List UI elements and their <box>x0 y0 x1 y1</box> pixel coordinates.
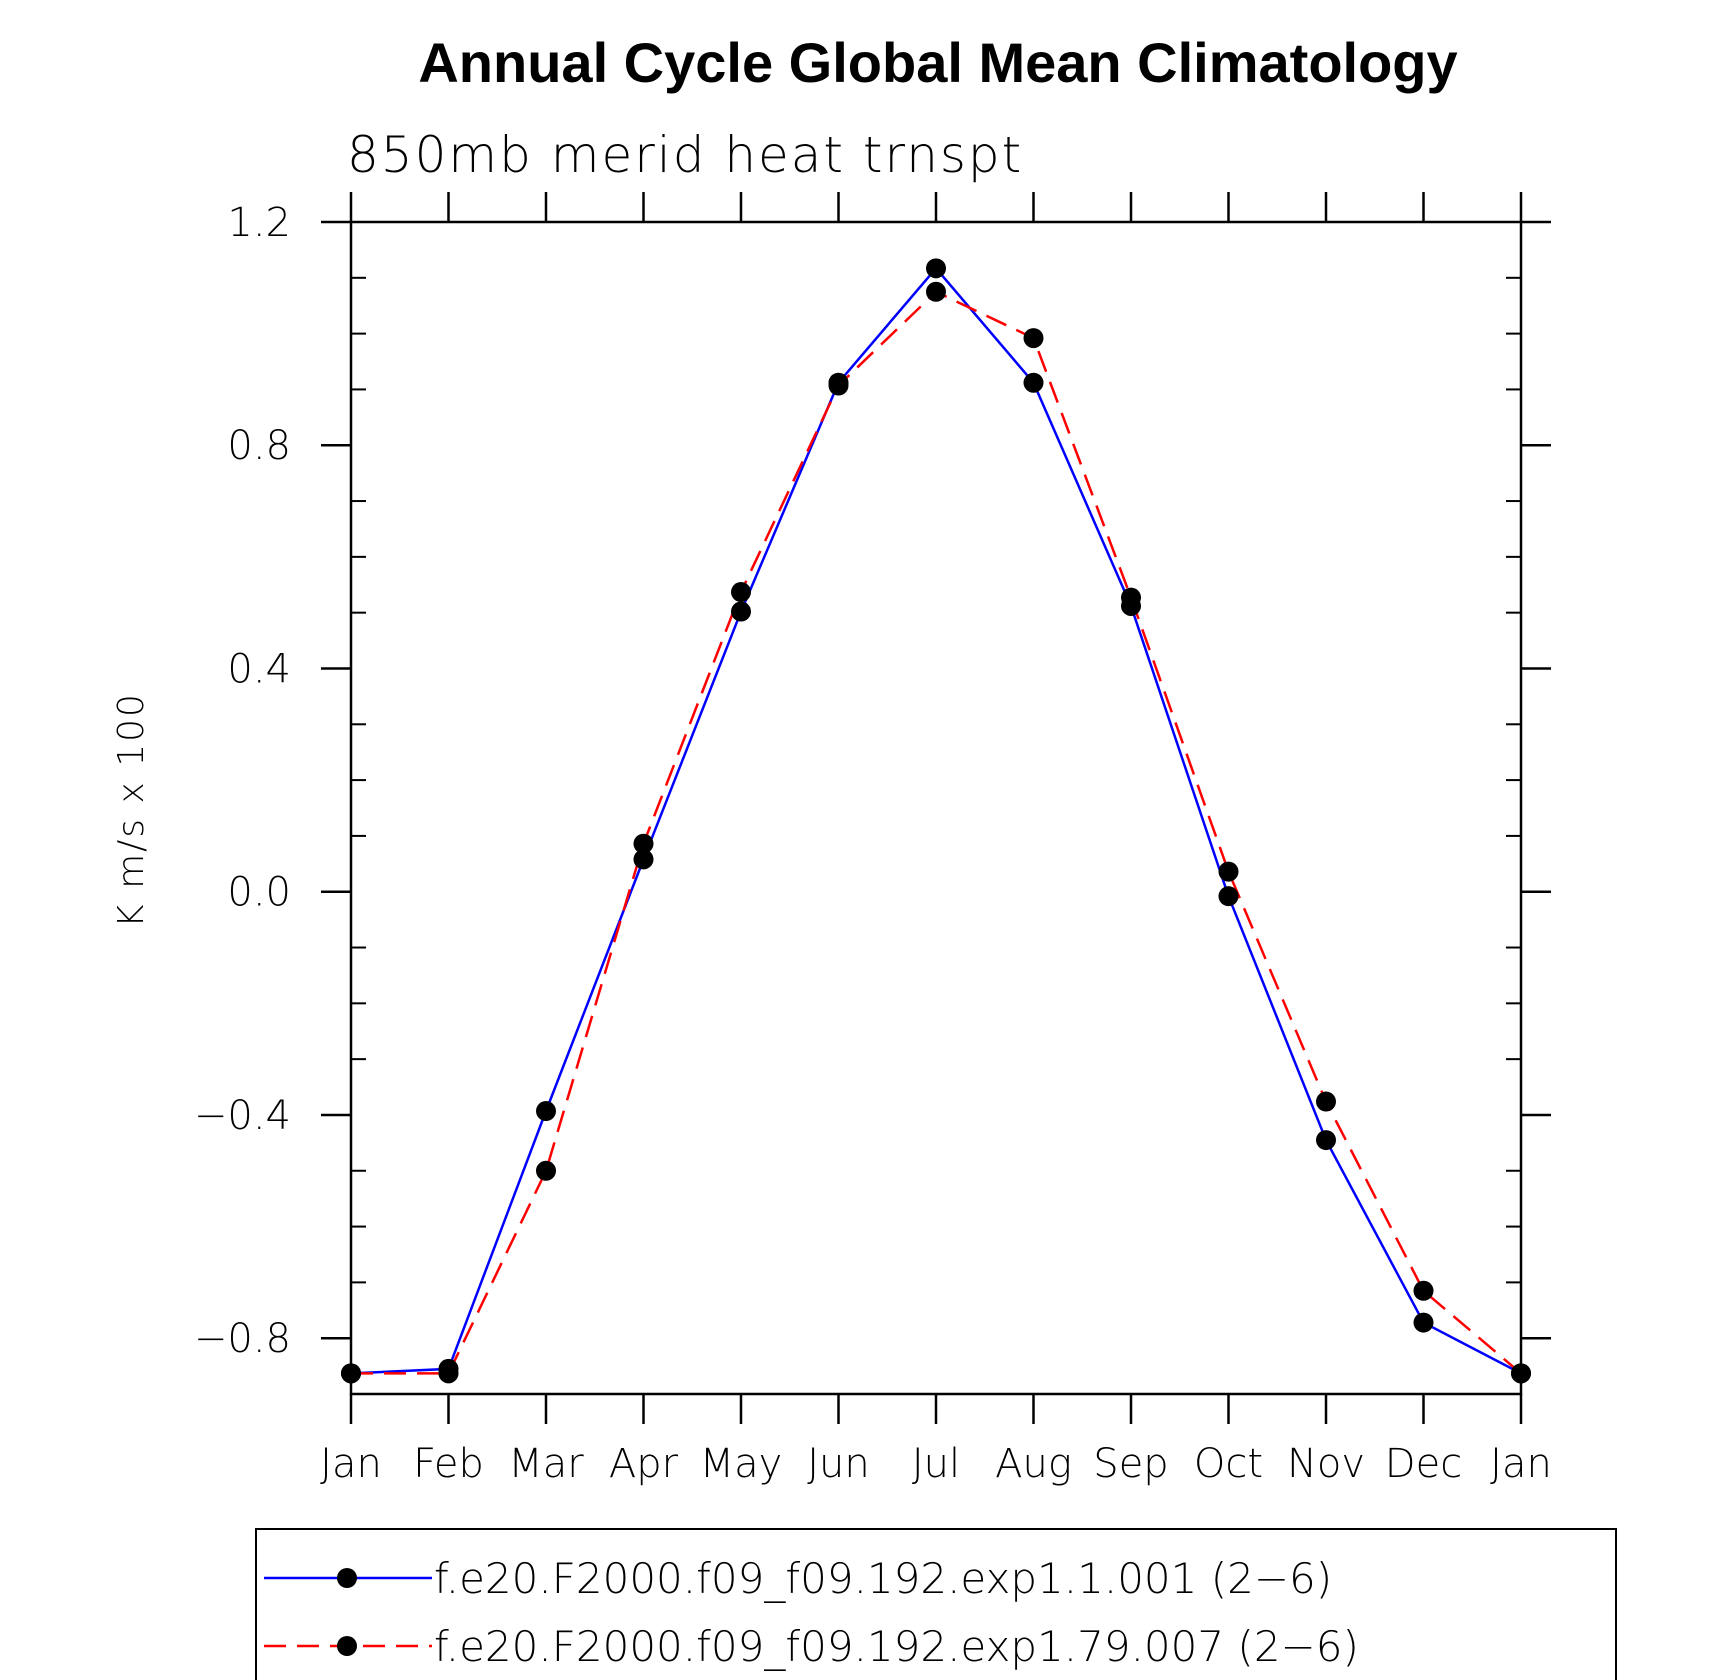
series-2-point <box>438 1363 459 1384</box>
series-2-point <box>731 582 751 603</box>
axes: Jan Feb Mar Apr May Jun Jul Aug Sep Oct Nov Dec Jan 1… <box>194 192 1552 1487</box>
x-tick-label: Jul <box>912 1441 960 1487</box>
x-tick-label: Dec <box>1385 1441 1462 1487</box>
series-1-point <box>926 258 946 279</box>
series-2-point <box>633 833 654 854</box>
series-2-point <box>1511 1363 1531 1384</box>
y-tick-label: −0.8 <box>194 1316 291 1362</box>
x-tick-label: Jan <box>320 1441 382 1487</box>
y-tick-label: 1.2 <box>227 200 291 246</box>
series-line-2 <box>351 290 1522 1375</box>
x-tick-label: Nov <box>1287 1441 1365 1487</box>
plot-frame <box>349 220 1523 1396</box>
y-tick-label: 0.8 <box>227 423 291 469</box>
x-tick-label: Aug <box>995 1441 1072 1487</box>
x-tick-label: Feb <box>413 1441 484 1487</box>
y-axis-label: K m/s x 100 <box>111 692 152 928</box>
legend-marker-2 <box>337 1636 357 1656</box>
x-tick-label: Jun <box>807 1441 870 1487</box>
legend-marker-1 <box>337 1568 357 1588</box>
x-tick-label: Apr <box>609 1441 679 1487</box>
y-tick-label: 0.0 <box>227 870 291 916</box>
x-tick-label: Mar <box>508 1441 584 1487</box>
series-1-point <box>633 849 654 870</box>
series-2-point <box>341 1363 361 1384</box>
series-2-point <box>1121 587 1141 608</box>
series-1-point <box>536 1101 556 1122</box>
series-1-point <box>731 601 751 622</box>
series-1-point <box>1023 372 1044 393</box>
series-layer <box>341 258 1531 1384</box>
chart-subtitle: 850mb merid heat trnspt <box>347 126 1023 184</box>
x-tick-label: Jan <box>1490 1441 1552 1487</box>
legend-box <box>255 1528 1617 1680</box>
series-2-point <box>1023 328 1044 349</box>
x-tick-label: May <box>700 1441 783 1487</box>
series-1-point <box>1218 886 1239 907</box>
legend-label-1: f.e20.F2000.f09_f09.192.exp1.1.001 (2−6) <box>434 1554 1332 1603</box>
series-2-point <box>1218 861 1239 882</box>
series-line-1 <box>350 266 1522 1375</box>
legend: f.e20.F2000.f09_f09.192.exp1.1.001 (2−6)… <box>255 1528 1617 1680</box>
series-1-point <box>1413 1312 1434 1333</box>
series-1-point <box>1316 1130 1336 1151</box>
x-tick-label: Oct <box>1194 1441 1263 1487</box>
series-2-point <box>1413 1280 1434 1301</box>
series-2-point <box>926 281 946 302</box>
chart-title: Annual Cycle Global Mean Climatology <box>418 31 1457 94</box>
x-tick-label: Sep <box>1093 1441 1168 1487</box>
y-tick-label: 0.4 <box>227 646 291 692</box>
series-2-point <box>828 375 849 396</box>
legend-label-2: f.e20.F2000.f09_f09.192.exp1.79.007 (2−6… <box>434 1622 1359 1671</box>
y-tick-label: −0.4 <box>194 1093 291 1139</box>
series-2-point <box>536 1160 556 1181</box>
series-2-point <box>1316 1091 1336 1112</box>
